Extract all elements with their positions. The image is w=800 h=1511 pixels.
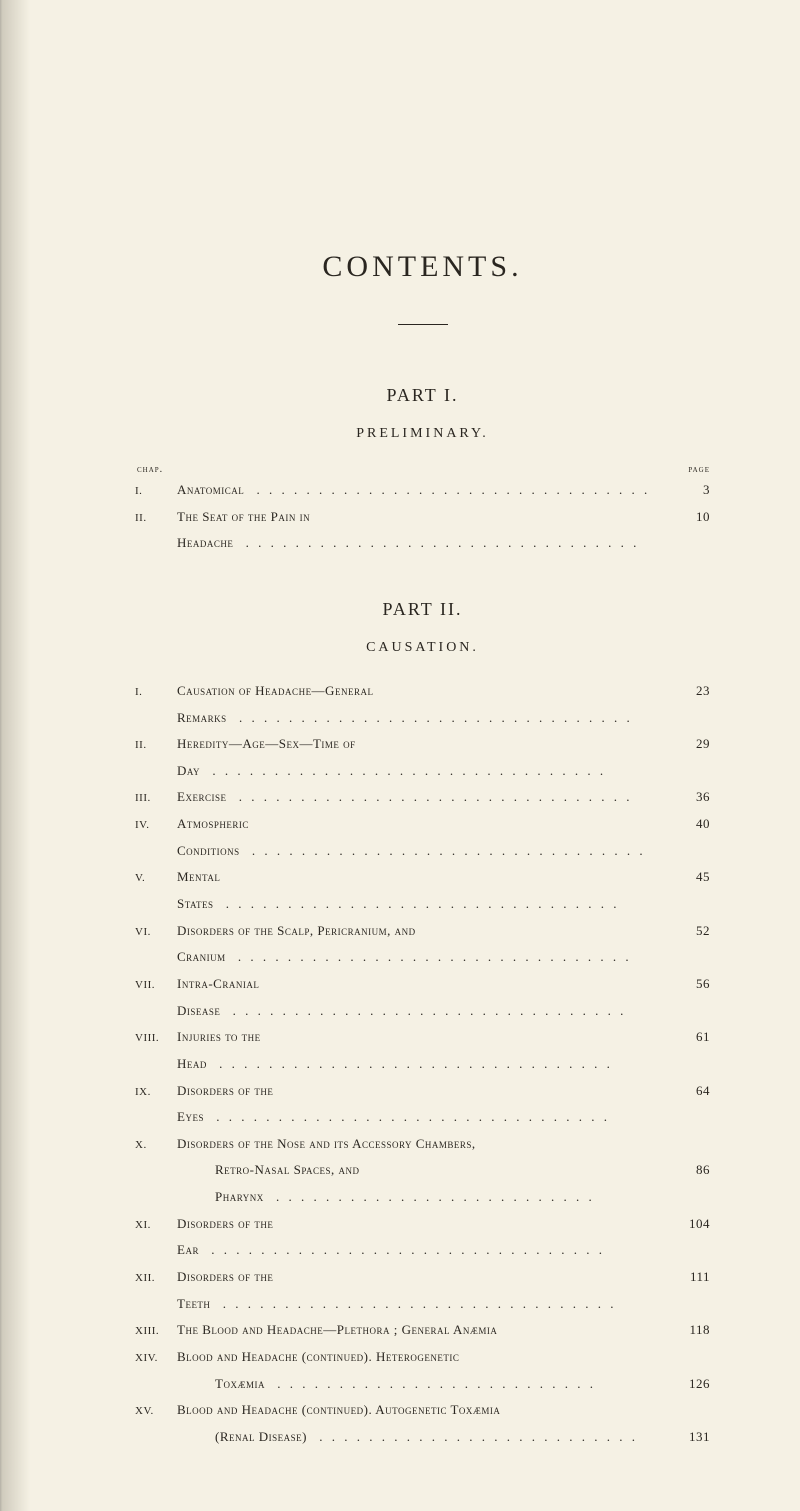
toc-row: VI.Disorders of the Scalp, Pericranium, … [135,918,710,971]
toc-page-number: 36 [662,784,710,811]
toc-page-number: 45 [662,864,710,891]
toc-page-number: 118 [662,1317,710,1344]
part-heading: PART I. [135,385,710,406]
toc-roman-numeral: III. [135,787,177,810]
toc-label: Atmospheric Conditions [177,811,662,864]
toc-roman-numeral: XI. [135,1214,177,1237]
toc-row: II.The Seat of the Pain in Headache10 [135,504,710,557]
toc-label: Blood and Headache (continued). Autogene… [177,1397,662,1424]
toc-roman-numeral: VI. [135,921,177,944]
toc-label: (Renal Disease) [177,1424,662,1451]
toc-label: Disorders of the Ear [177,1211,662,1264]
toc-page-number: 111 [662,1264,710,1291]
column-heads: chap. page [135,464,710,475]
toc-page-number: 52 [662,918,710,945]
toc-label: Disorders of the Scalp, Pericranium, and… [177,918,662,971]
toc-page-number: 104 [662,1211,710,1238]
toc-label: Intra-Cranial Disease [177,971,662,1024]
toc-roman-numeral: XIV. [135,1347,177,1370]
toc-row: IX.Disorders of the Eyes64 [135,1078,710,1131]
toc-label: Toxæmia [177,1371,662,1398]
toc-continuation-row: Retro-Nasal Spaces, and Pharynx86 [135,1157,710,1210]
toc-page-number: 126 [662,1371,710,1398]
toc-row: XI.Disorders of the Ear104 [135,1211,710,1264]
toc-page-number: 131 [662,1424,710,1451]
toc-roman-numeral: V. [135,867,177,890]
toc-label: The Seat of the Pain in Headache [177,504,662,557]
toc-row: XII.Disorders of the Teeth111 [135,1264,710,1317]
title-divider [398,324,448,325]
toc-label: Mental States [177,864,662,917]
part-heading: PART II. [135,599,710,620]
toc-roman-numeral: IV. [135,814,177,837]
toc-roman-numeral: I. [135,681,177,704]
toc-roman-numeral: VIII. [135,1027,177,1050]
toc-roman-numeral: VII. [135,974,177,997]
toc-roman-numeral: II. [135,734,177,757]
toc-container: PART I.PRELIMINARY.chap.pageI.Anatomical… [135,385,710,1451]
toc-roman-numeral: II. [135,507,177,530]
toc-continuation-row: (Renal Disease)131 [135,1424,710,1451]
toc-row: XIII.The Blood and Headache—Plethora ; G… [135,1317,710,1344]
toc-roman-numeral: XII. [135,1267,177,1290]
toc-row: I.Anatomical3 [135,477,710,504]
toc-row: X.Disorders of the Nose and its Accessor… [135,1131,710,1158]
toc-label: Blood and Headache (continued). Heteroge… [177,1344,662,1371]
toc-roman-numeral: IX. [135,1081,177,1104]
toc-label: Heredity—Age—Sex—Time of Day [177,731,662,784]
toc-page-number: 29 [662,731,710,758]
toc-row: XIV.Blood and Headache (continued). Hete… [135,1344,710,1371]
toc-page-number: 10 [662,504,710,531]
col-head-chap: chap. [137,464,163,475]
toc-row: IV.Atmospheric Conditions40 [135,811,710,864]
toc-page-number: 40 [662,811,710,838]
toc-label: Anatomical [177,477,662,504]
toc-continuation-row: Toxæmia126 [135,1371,710,1398]
toc-row: VIII.Injuries to the Head61 [135,1024,710,1077]
page-title: CONTENTS. [135,250,710,284]
toc-row: XV.Blood and Headache (continued). Autog… [135,1397,710,1424]
toc-page-number: 23 [662,678,710,705]
toc-page-number: 86 [662,1157,710,1184]
toc-page-number: 56 [662,971,710,998]
toc-label: Disorders of the Teeth [177,1264,662,1317]
section-gap [135,557,710,599]
toc-roman-numeral: X. [135,1134,177,1157]
toc-row: I.Causation of Headache—General Remarks2… [135,678,710,731]
toc-row: VII.Intra-Cranial Disease56 [135,971,710,1024]
toc-label: Causation of Headache—General Remarks [177,678,662,731]
toc-page-number: 3 [662,477,710,504]
toc-label: The Blood and Headache—Plethora ; Genera… [177,1317,662,1344]
toc-row: II.Heredity—Age—Sex—Time of Day29 [135,731,710,784]
part-subheading: PRELIMINARY. [135,426,710,442]
toc-roman-numeral: XIII. [135,1320,177,1343]
toc-label: Injuries to the Head [177,1024,662,1077]
toc-label: Exercise [177,784,662,811]
toc-label: Disorders of the Nose and its Accessory … [177,1131,662,1158]
part-subheading: CAUSATION. [135,640,710,656]
col-head-page: page [688,464,710,475]
toc-page-number: 61 [662,1024,710,1051]
toc-row: V.Mental States45 [135,864,710,917]
toc-label: Disorders of the Eyes [177,1078,662,1131]
toc-label: Retro-Nasal Spaces, and Pharynx [177,1157,662,1210]
toc-roman-numeral: XV. [135,1400,177,1423]
toc-page-number: 64 [662,1078,710,1105]
toc-row: III.Exercise36 [135,784,710,811]
toc-roman-numeral: I. [135,480,177,503]
